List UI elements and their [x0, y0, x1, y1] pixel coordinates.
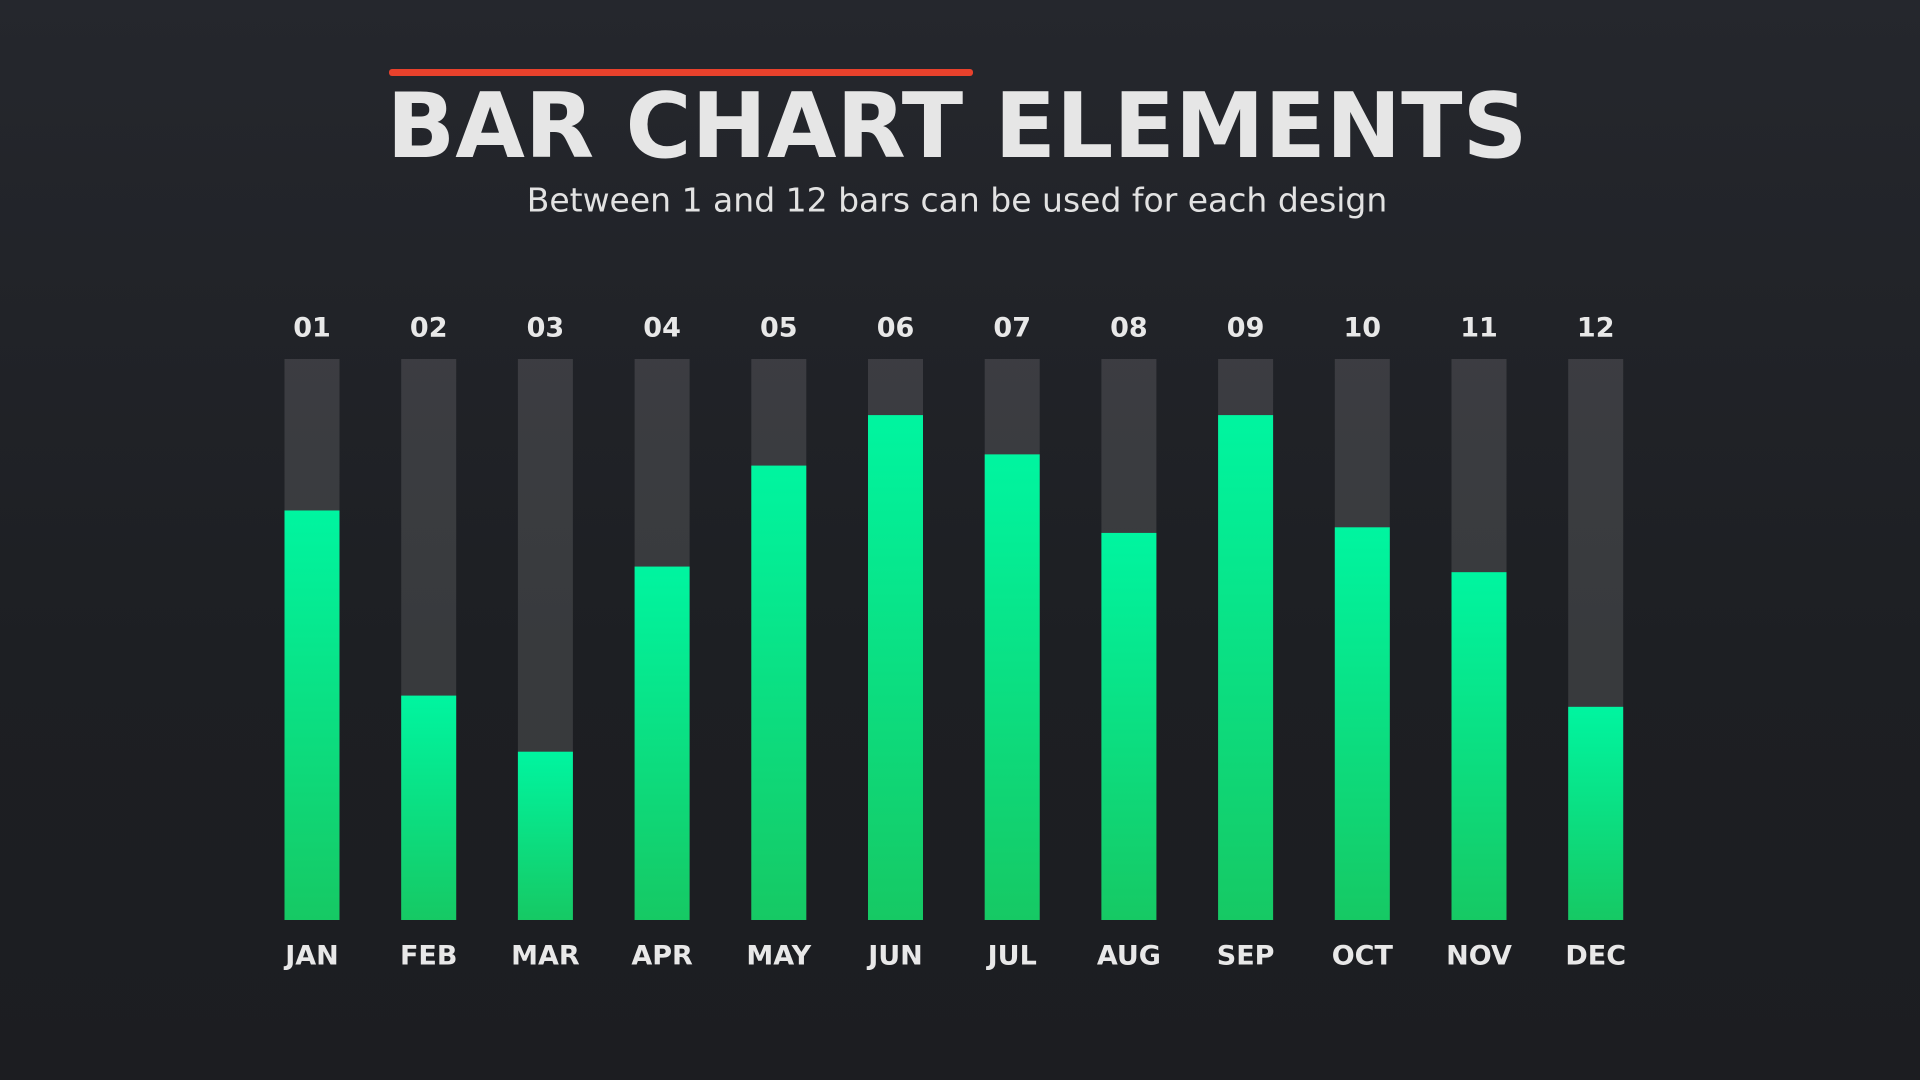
bar — [1568, 706, 1624, 920]
bar — [401, 695, 457, 920]
x-tick-label: JAN — [283, 941, 339, 972]
bar — [1451, 572, 1507, 920]
title-accent — [389, 69, 973, 76]
bar-number: 05 — [760, 313, 798, 344]
bar-number: 08 — [1110, 313, 1148, 344]
bar-number: 10 — [1344, 313, 1382, 344]
bar-number: 04 — [643, 313, 681, 344]
bar — [634, 566, 690, 920]
bar — [284, 510, 340, 920]
x-tick-label: APR — [631, 941, 693, 972]
x-tick-label: DEC — [1565, 941, 1626, 972]
x-tick-label: MAR — [511, 941, 580, 972]
x-tick-label: JUN — [866, 941, 923, 972]
x-tick-label: NOV — [1446, 941, 1512, 972]
bar-number: 09 — [1227, 313, 1265, 344]
bar-number: 06 — [877, 313, 915, 344]
x-tick-label: OCT — [1332, 941, 1394, 972]
bar — [517, 751, 573, 920]
bar-number: 02 — [410, 313, 448, 344]
x-tick-label: SEP — [1217, 941, 1275, 972]
bar — [751, 465, 807, 920]
bar — [984, 454, 1040, 920]
bar — [868, 415, 923, 920]
x-tick-label: MAY — [746, 941, 811, 972]
x-tick-label: JUL — [986, 941, 1037, 972]
bar-number: 12 — [1577, 313, 1615, 344]
bar — [1218, 415, 1274, 920]
x-tick-label: FEB — [400, 941, 457, 972]
bar-number: 11 — [1460, 313, 1498, 344]
bar-number: 01 — [293, 313, 331, 344]
x-tick-label: AUG — [1097, 941, 1161, 972]
bar-number: 03 — [527, 313, 565, 344]
chart-title: BAR CHART ELEMENTS — [387, 74, 1528, 179]
bar — [1334, 527, 1390, 920]
bar — [1101, 532, 1157, 920]
bar-number: 07 — [993, 313, 1031, 344]
chart-subtitle: Between 1 and 12 bars can be used for ea… — [527, 181, 1388, 220]
